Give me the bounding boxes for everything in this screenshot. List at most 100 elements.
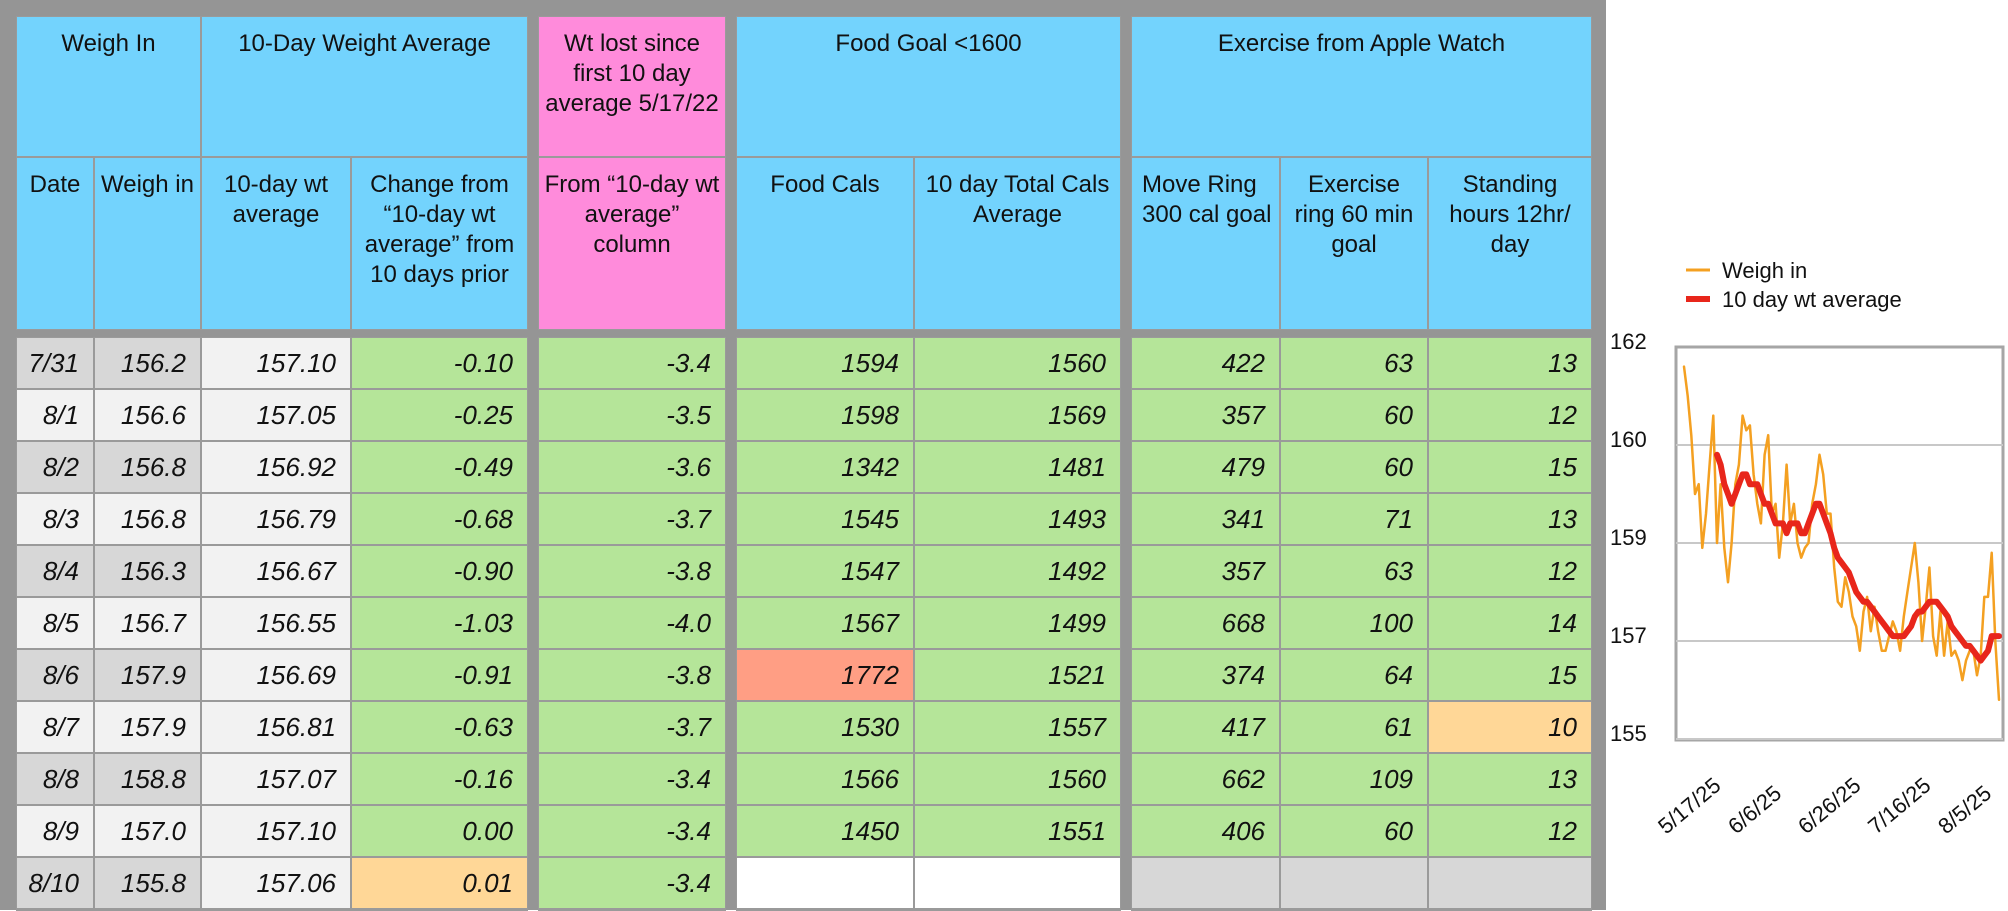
- cell-wt-lost[interactable]: -3.6: [538, 441, 726, 493]
- cell-ten-day-cals-avg[interactable]: 1499: [914, 597, 1121, 649]
- cell-wt-lost[interactable]: -3.4: [538, 337, 726, 389]
- cell-move-ring[interactable]: 662: [1131, 753, 1280, 805]
- cell-date[interactable]: 8/9: [16, 805, 94, 857]
- cell-food-cals[interactable]: 1547: [736, 545, 914, 597]
- cell-change-from-prior[interactable]: -0.16: [351, 753, 528, 805]
- cell-weigh-in[interactable]: 156.2: [94, 337, 201, 389]
- cell-exercise-ring[interactable]: 60: [1280, 441, 1428, 493]
- cell-move-ring[interactable]: 357: [1131, 389, 1280, 441]
- cell-move-ring[interactable]: 668: [1131, 597, 1280, 649]
- cell-food-cals[interactable]: [736, 857, 914, 909]
- cell-wt-lost[interactable]: -3.7: [538, 701, 726, 753]
- cell-weigh-in[interactable]: 156.6: [94, 389, 201, 441]
- cell-move-ring[interactable]: 341: [1131, 493, 1280, 545]
- cell-ten-day-avg[interactable]: 156.69: [201, 649, 351, 701]
- cell-exercise-ring[interactable]: 64: [1280, 649, 1428, 701]
- cell-food-cals[interactable]: 1567: [736, 597, 914, 649]
- cell-ten-day-cals-avg[interactable]: [914, 857, 1121, 909]
- cell-standing-hours[interactable]: 12: [1428, 545, 1592, 597]
- cell-exercise-ring[interactable]: 63: [1280, 337, 1428, 389]
- group-header-2[interactable]: Wt lost since first 10 day average 5/17/…: [538, 16, 726, 157]
- cell-standing-hours[interactable]: 12: [1428, 389, 1592, 441]
- cell-exercise-ring[interactable]: 61: [1280, 701, 1428, 753]
- column-header-weigh-in[interactable]: Weigh in: [94, 157, 201, 330]
- cell-exercise-ring[interactable]: 109: [1280, 753, 1428, 805]
- cell-weigh-in[interactable]: 157.9: [94, 701, 201, 753]
- cell-move-ring[interactable]: 406: [1131, 805, 1280, 857]
- cell-exercise-ring[interactable]: 71: [1280, 493, 1428, 545]
- cell-weigh-in[interactable]: 156.8: [94, 441, 201, 493]
- cell-food-cals[interactable]: 1545: [736, 493, 914, 545]
- column-header-exercise-ring[interactable]: Exercise ring 60 min goal: [1280, 157, 1428, 330]
- cell-ten-day-avg[interactable]: 156.55: [201, 597, 351, 649]
- cell-move-ring[interactable]: 374: [1131, 649, 1280, 701]
- cell-standing-hours[interactable]: 15: [1428, 649, 1592, 701]
- cell-wt-lost[interactable]: -3.4: [538, 805, 726, 857]
- cell-change-from-prior[interactable]: -0.90: [351, 545, 528, 597]
- column-header-wt-lost[interactable]: From “10-day wt average” column: [538, 157, 726, 330]
- cell-date[interactable]: 8/10: [16, 857, 94, 909]
- cell-move-ring[interactable]: 417: [1131, 701, 1280, 753]
- cell-wt-lost[interactable]: -3.4: [538, 857, 726, 909]
- cell-change-from-prior[interactable]: -0.68: [351, 493, 528, 545]
- cell-ten-day-cals-avg[interactable]: 1557: [914, 701, 1121, 753]
- column-header-date[interactable]: Date: [16, 157, 94, 330]
- cell-weigh-in[interactable]: 155.8: [94, 857, 201, 909]
- cell-date[interactable]: 7/31: [16, 337, 94, 389]
- cell-move-ring[interactable]: 357: [1131, 545, 1280, 597]
- column-header-food-cals[interactable]: Food Cals: [736, 157, 914, 330]
- cell-wt-lost[interactable]: -3.8: [538, 545, 726, 597]
- cell-change-from-prior[interactable]: -0.49: [351, 441, 528, 493]
- cell-standing-hours[interactable]: 13: [1428, 753, 1592, 805]
- cell-move-ring[interactable]: [1131, 857, 1280, 909]
- cell-ten-day-cals-avg[interactable]: 1521: [914, 649, 1121, 701]
- cell-standing-hours[interactable]: 13: [1428, 493, 1592, 545]
- cell-weigh-in[interactable]: 156.8: [94, 493, 201, 545]
- cell-date[interactable]: 8/5: [16, 597, 94, 649]
- cell-weigh-in[interactable]: 156.3: [94, 545, 201, 597]
- cell-standing-hours[interactable]: 14: [1428, 597, 1592, 649]
- column-header-change-from-prior[interactable]: Change from “10-day wt average” from 10 …: [351, 157, 528, 330]
- cell-standing-hours[interactable]: 12: [1428, 805, 1592, 857]
- cell-move-ring[interactable]: 479: [1131, 441, 1280, 493]
- cell-ten-day-avg[interactable]: 157.05: [201, 389, 351, 441]
- cell-ten-day-avg[interactable]: 156.81: [201, 701, 351, 753]
- cell-wt-lost[interactable]: -4.0: [538, 597, 726, 649]
- cell-wt-lost[interactable]: -3.8: [538, 649, 726, 701]
- cell-weigh-in[interactable]: 158.8: [94, 753, 201, 805]
- column-header-standing-hours[interactable]: Standing hours 12hr/ day: [1428, 157, 1592, 330]
- cell-ten-day-cals-avg[interactable]: 1551: [914, 805, 1121, 857]
- cell-date[interactable]: 8/7: [16, 701, 94, 753]
- cell-wt-lost[interactable]: -3.7: [538, 493, 726, 545]
- cell-weigh-in[interactable]: 156.7: [94, 597, 201, 649]
- cell-food-cals[interactable]: 1598: [736, 389, 914, 441]
- cell-ten-day-cals-avg[interactable]: 1569: [914, 389, 1121, 441]
- cell-food-cals[interactable]: 1530: [736, 701, 914, 753]
- cell-date[interactable]: 8/6: [16, 649, 94, 701]
- cell-ten-day-cals-avg[interactable]: 1493: [914, 493, 1121, 545]
- group-header-0[interactable]: Weigh In: [16, 16, 201, 157]
- group-header-4[interactable]: Exercise from Apple Watch: [1131, 16, 1592, 157]
- cell-move-ring[interactable]: 422: [1131, 337, 1280, 389]
- cell-standing-hours[interactable]: 15: [1428, 441, 1592, 493]
- cell-change-from-prior[interactable]: 0.00: [351, 805, 528, 857]
- cell-ten-day-cals-avg[interactable]: 1481: [914, 441, 1121, 493]
- cell-ten-day-avg[interactable]: 157.10: [201, 337, 351, 389]
- cell-ten-day-avg[interactable]: 157.06: [201, 857, 351, 909]
- cell-date[interactable]: 8/2: [16, 441, 94, 493]
- cell-ten-day-cals-avg[interactable]: 1560: [914, 337, 1121, 389]
- column-header-move-ring[interactable]: Move Ring 300 cal goal: [1131, 157, 1280, 330]
- column-header-ten-day-avg[interactable]: 10-day wt average: [201, 157, 351, 330]
- cell-wt-lost[interactable]: -3.5: [538, 389, 726, 441]
- cell-weigh-in[interactable]: 157.9: [94, 649, 201, 701]
- cell-food-cals[interactable]: 1566: [736, 753, 914, 805]
- cell-food-cals[interactable]: 1594: [736, 337, 914, 389]
- cell-weigh-in[interactable]: 157.0: [94, 805, 201, 857]
- cell-standing-hours[interactable]: [1428, 857, 1592, 909]
- cell-ten-day-avg[interactable]: 156.79: [201, 493, 351, 545]
- cell-date[interactable]: 8/4: [16, 545, 94, 597]
- cell-date[interactable]: 8/8: [16, 753, 94, 805]
- group-header-3[interactable]: Food Goal <1600: [736, 16, 1121, 157]
- cell-food-cals[interactable]: 1342: [736, 441, 914, 493]
- cell-food-cals[interactable]: 1450: [736, 805, 914, 857]
